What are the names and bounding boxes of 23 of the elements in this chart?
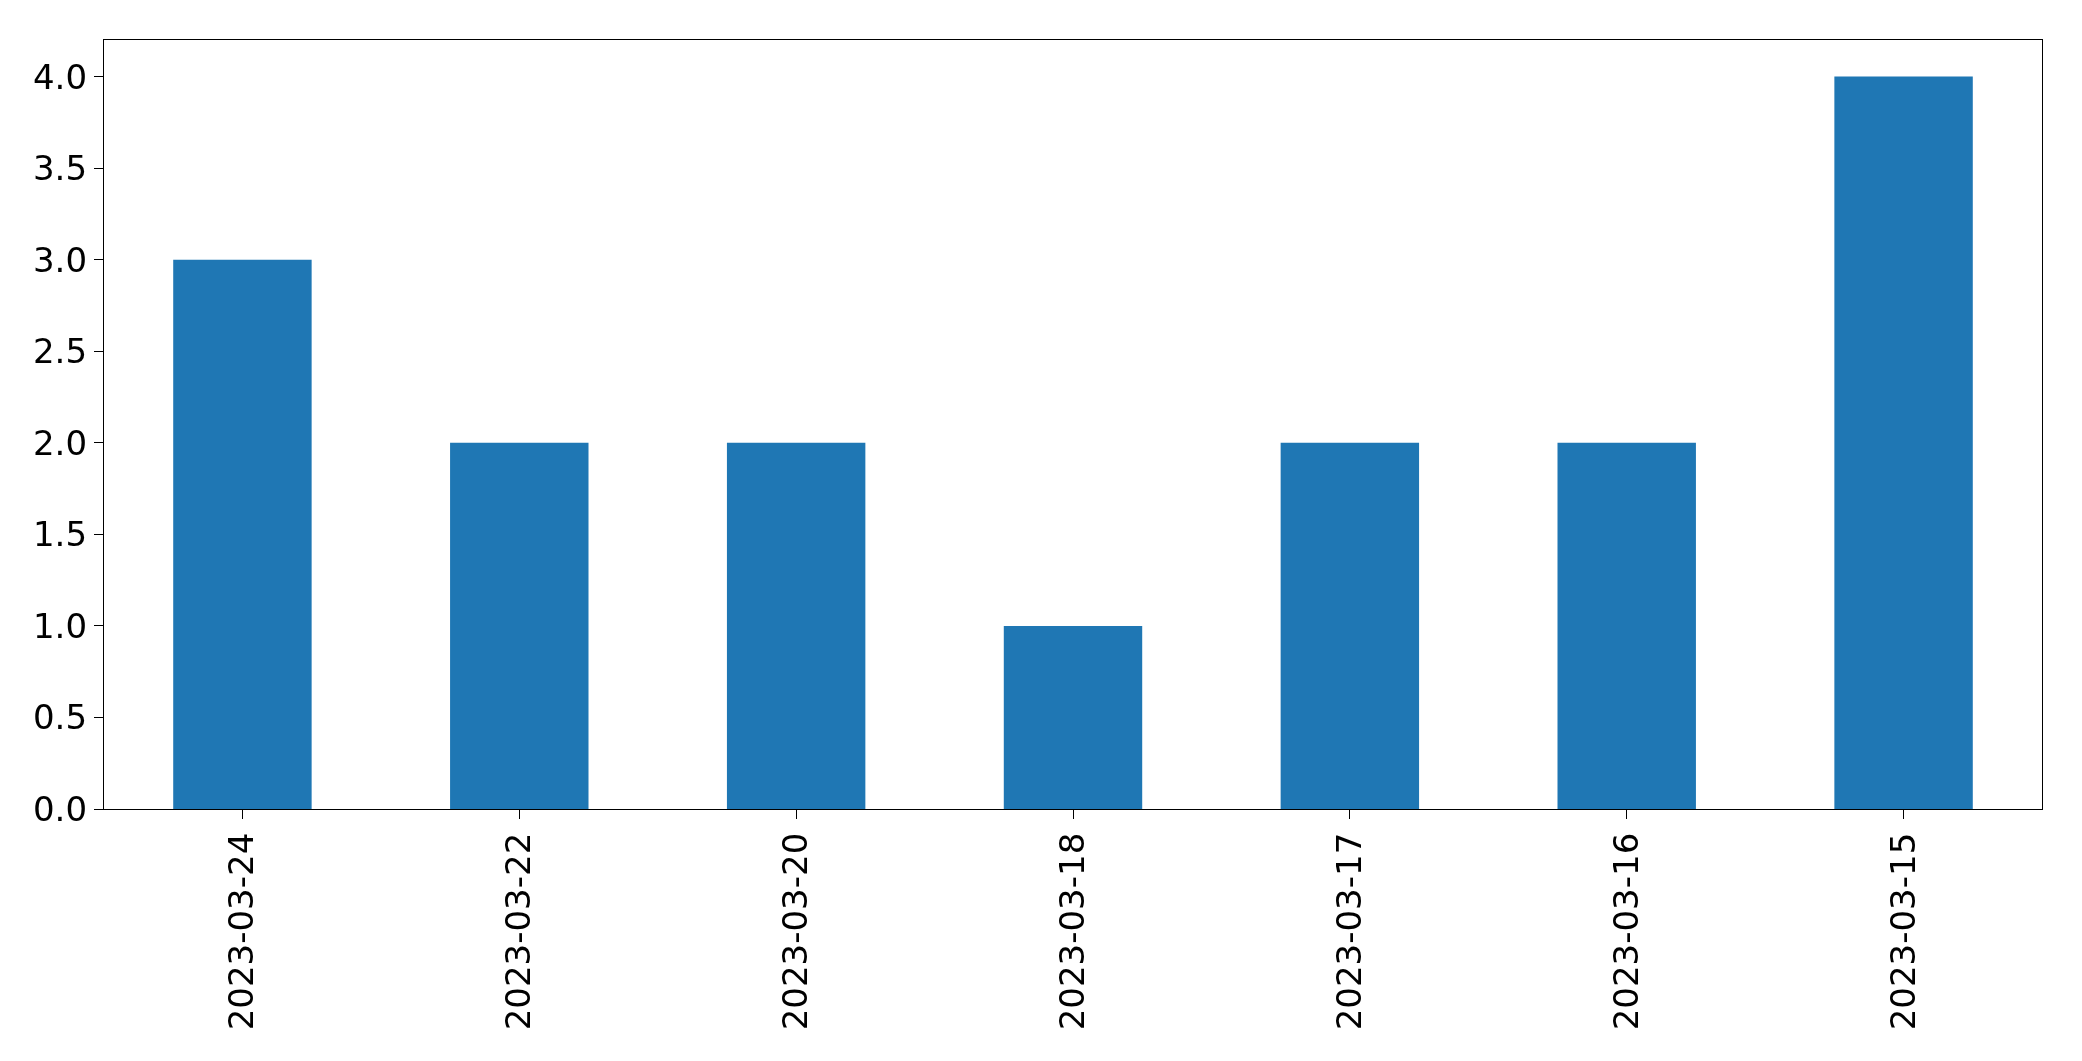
x-tick-label: 2023-03-16	[1605, 832, 1646, 1031]
bar	[726, 442, 866, 809]
bar	[1003, 625, 1143, 809]
y-tick-label: 0.5	[32, 697, 88, 738]
x-tick-label: 2023-03-22	[498, 832, 539, 1031]
y-tick-label: 0.0	[32, 788, 88, 829]
x-tick-label: 2023-03-15	[1882, 832, 1923, 1031]
bar	[1557, 442, 1696, 809]
x-tick-label: 2023-03-17	[1328, 832, 1369, 1031]
y-tick-label: 1.0	[32, 605, 88, 646]
x-tick-label: 2023-03-20	[775, 832, 816, 1031]
bar	[173, 259, 312, 809]
y-tick-label: 3.5	[32, 148, 88, 189]
x-tick-label: 2023-03-24	[221, 832, 262, 1031]
bar	[450, 442, 589, 809]
bar	[1280, 442, 1420, 809]
x-tick-label: 2023-03-18	[1052, 832, 1093, 1031]
y-tick-label: 2.0	[32, 422, 88, 463]
y-tick-label: 3.0	[32, 239, 88, 280]
y-tick-label: 4.0	[32, 56, 88, 97]
bar	[1834, 76, 1973, 809]
y-tick-label: 2.5	[32, 331, 88, 372]
y-tick-label: 1.5	[32, 514, 88, 555]
